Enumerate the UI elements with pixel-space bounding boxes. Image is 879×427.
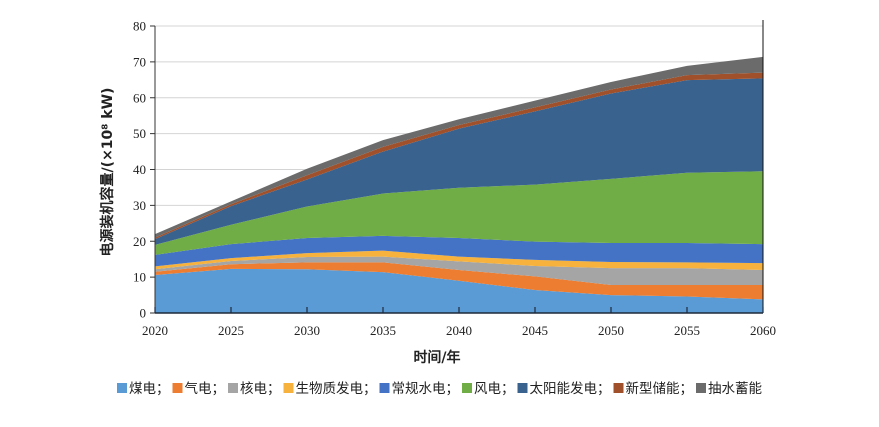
area-series-1 [155, 268, 763, 313]
y-tick-label: 10 [133, 270, 146, 285]
y-tick-label: 70 [133, 54, 146, 69]
y-tick-label: 0 [140, 306, 147, 321]
x-tick-label: 2040 [446, 323, 472, 338]
area-series [155, 56, 763, 313]
legend-label: 煤电； [129, 381, 170, 397]
legend: 煤电； 气电； 核电； 生物质发电； 常规水电； 风电； 太阳能发电； 新型储能； 抽水蓄能 [117, 381, 762, 397]
area-series-6 [155, 171, 763, 255]
area-series-4 [155, 250, 763, 270]
legend-swatch [462, 383, 472, 393]
x-tick-label: 2025 [218, 323, 244, 338]
legend-label: 气电； [185, 381, 226, 397]
y-tick-label: 40 [133, 162, 146, 177]
x-tick-label: 2055 [674, 323, 700, 338]
legend-swatch [517, 383, 528, 393]
y-tick-label: 80 [133, 19, 146, 34]
y-axis-label: 电源装机容量/(×10⁸ kW) [99, 88, 116, 257]
x-tick-label: 2035 [370, 323, 396, 338]
legend-label: 常规水电； [392, 381, 460, 397]
legend-label: 核电； [240, 381, 281, 397]
y-tick-label: 20 [133, 234, 146, 249]
x-axis-label: 时间/年 [413, 349, 460, 366]
legend-swatch [696, 383, 706, 393]
x-tick-label: 2020 [142, 323, 168, 338]
y-tick-labels: 0 10 20 30 40 50 60 70 80 [133, 19, 146, 321]
area-series-7 [155, 78, 763, 245]
legend-swatch [117, 383, 127, 393]
x-tick-label: 2060 [750, 323, 776, 338]
legend-swatch [172, 383, 183, 393]
legend-swatch [283, 383, 294, 393]
y-tick-label: 50 [133, 126, 146, 141]
legend-label: 抽水蓄能 [708, 381, 762, 397]
legend-label: 生物质发电； [296, 381, 377, 397]
legend-swatch [613, 383, 624, 393]
area-series-3 [155, 256, 763, 286]
legend-label: 风电； [474, 381, 515, 397]
area-series-2 [155, 262, 763, 300]
legend-swatch [379, 383, 390, 393]
legend-label: 新型储能； [626, 381, 694, 397]
y-tick-label: 60 [133, 90, 146, 105]
x-tick-label: 2050 [598, 323, 624, 338]
x-tick-labels: 2020 2025 2030 2035 2040 2045 2050 2055 2060 [142, 323, 776, 338]
y-tick-label: 30 [133, 198, 146, 213]
axes [150, 20, 764, 314]
area-series-5 [155, 235, 763, 267]
legend-label: 太阳能发电； [530, 381, 611, 397]
x-tick-label: 2030 [294, 323, 320, 338]
x-tick-label: 2045 [522, 323, 548, 338]
legend-swatch [228, 383, 238, 393]
